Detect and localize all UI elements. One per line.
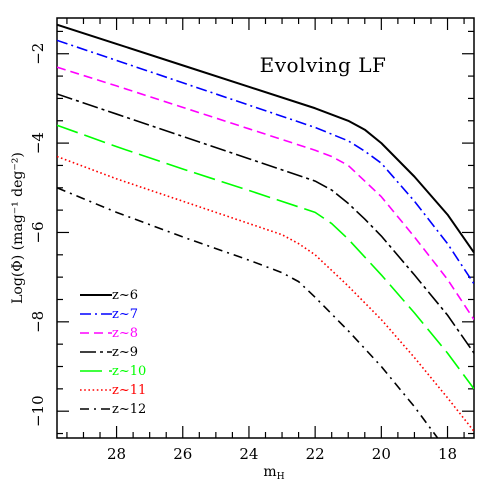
x-tick-label: 18 (438, 445, 457, 463)
y-tick-label: −10 (29, 395, 47, 427)
y-tick-label: −8 (29, 311, 47, 333)
legend-label: z~8 (112, 326, 138, 341)
chart-title: Evolving LF (260, 53, 387, 77)
x-axis-label: mH (263, 464, 284, 482)
legend-label: z~12 (112, 402, 146, 417)
axis-ticks (57, 18, 474, 438)
series-line (57, 187, 439, 438)
legend-label: z~10 (112, 364, 146, 379)
y-tick-label: −4 (29, 132, 47, 154)
x-tick-label: 20 (372, 445, 391, 463)
series-line (57, 23, 474, 254)
x-axis-label-main: m (263, 464, 276, 480)
legend-label: z~9 (112, 345, 138, 360)
legend-label: z~7 (112, 307, 138, 322)
x-axis-label-sub: H (277, 472, 285, 482)
series-lines (57, 23, 474, 438)
y-tick-labels: −2 −4 −6 −8 −10 (29, 43, 47, 427)
series-line (57, 93, 474, 354)
series-line (57, 39, 474, 285)
y-tick-label: −6 (29, 221, 47, 243)
x-tick-labels: 28 26 24 22 20 18 (107, 445, 457, 463)
series-line (57, 155, 474, 432)
y-axis-label: Log(Φ) (mag⁻¹ deg⁻²) (10, 152, 26, 304)
series-line (57, 66, 474, 321)
x-tick-label: 26 (173, 445, 192, 463)
legend-label: z~6 (112, 288, 138, 303)
x-tick-label: 24 (239, 445, 258, 463)
x-tick-label: 28 (107, 445, 126, 463)
x-tick-label: 22 (306, 445, 325, 463)
y-tick-label: −2 (29, 43, 47, 65)
legend-label: z~11 (112, 383, 146, 398)
legend: z~6 z~7 z~8 z~9 z~10 z~11 z~12 (80, 288, 146, 417)
series-line (57, 124, 474, 390)
